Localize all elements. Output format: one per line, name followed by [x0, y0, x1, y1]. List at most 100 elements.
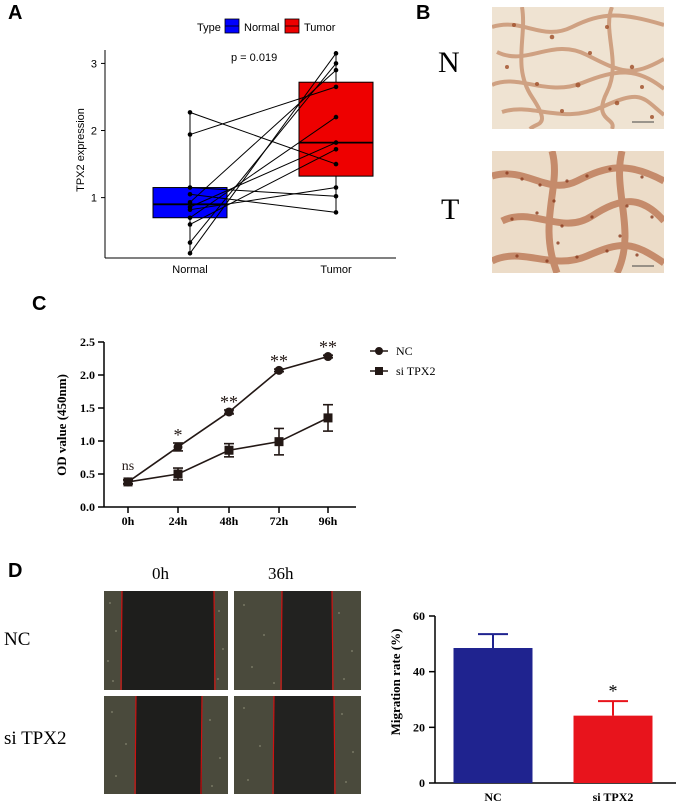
- bar-nc: [453, 648, 533, 783]
- legend-nc-marker: [375, 347, 383, 355]
- significance-label: *: [609, 681, 618, 701]
- wound-sitpx2-0h-image: [104, 696, 228, 794]
- significance-label: ns: [122, 459, 134, 474]
- point-sitpx2: [323, 413, 333, 423]
- pair-line: [189, 116, 337, 219]
- growth-line-chart: OD value (450nm) 0.0 0.5 1.0 1.5 2.0 2.5 0h 24h…: [54, 335, 435, 525]
- y-tick-label: 0: [419, 776, 425, 790]
- migration-bar-chart: Migration rate (%) 0 20 40 60 NC si TPX2 *: [388, 609, 676, 804]
- point-normal: [187, 110, 193, 115]
- panel-label-d: D: [8, 560, 23, 582]
- point-normal: [187, 215, 193, 221]
- significance-label: *: [174, 425, 183, 445]
- point-normal: [187, 207, 193, 212]
- box-tumor: [298, 81, 374, 177]
- y-tick-label: 20: [413, 720, 425, 734]
- point-sitpx2: [274, 437, 284, 447]
- p-value: p = 0.019: [231, 52, 277, 64]
- row-label-sitpx2: si TPX2: [4, 728, 67, 749]
- point-tumor: [333, 84, 339, 90]
- wound-nc-0h-image: [104, 591, 228, 690]
- legend-nc-label: NC: [396, 344, 413, 358]
- ihc-normal-image: [492, 7, 664, 129]
- y-axis-label: TPX2 expression: [75, 108, 87, 192]
- label-normal-tissue: N: [438, 46, 460, 79]
- point-normal: [187, 222, 193, 227]
- pair-line: [189, 187, 337, 197]
- point-nc: [274, 365, 284, 375]
- point-tumor: [333, 185, 339, 190]
- significance-label: **: [220, 392, 238, 412]
- y-tick-label: 1.0: [80, 434, 95, 448]
- pair-line: [189, 193, 337, 213]
- pair-line: [189, 142, 337, 208]
- column-label-0h: 0h: [152, 564, 169, 583]
- x-tick-label: 0h: [122, 514, 135, 525]
- wound-nc-36h-image: [234, 591, 361, 690]
- y-tick-label: 0.0: [80, 500, 95, 514]
- point-normal: [187, 240, 193, 245]
- x-tick-label: NC: [484, 790, 501, 804]
- point-tumor: [333, 51, 339, 56]
- y-tick-label: 2: [91, 126, 97, 138]
- x-tick-tumor: Tumor: [320, 264, 352, 276]
- pair-line: [189, 148, 337, 225]
- row-label-nc: NC: [4, 629, 31, 650]
- significance-label: **: [270, 351, 288, 371]
- point-tumor: [333, 61, 339, 66]
- y-tick-label: 0.5: [80, 467, 95, 481]
- panel-label-b: B: [416, 2, 431, 24]
- y-tick-label: 60: [413, 609, 425, 623]
- x-tick-normal: Normal: [172, 264, 207, 276]
- legend-sitpx2-marker: [375, 367, 383, 375]
- y-axis-label: OD value (450nm): [54, 374, 69, 476]
- y-tick-label: 3: [91, 58, 97, 70]
- legend-normal-label: Normal: [244, 22, 279, 34]
- label-tumor-tissue: T: [441, 193, 460, 226]
- pair-line: [189, 111, 337, 165]
- x-tick-label: 72h: [270, 514, 289, 525]
- point-sitpx2: [224, 445, 234, 455]
- x-tick-label: 48h: [220, 514, 239, 525]
- point-sitpx2: [123, 477, 133, 487]
- pair-line: [189, 86, 337, 136]
- point-tumor: [333, 114, 339, 120]
- point-tumor: [333, 140, 339, 145]
- pair-line: [189, 187, 337, 211]
- x-tick-label: 24h: [169, 514, 188, 525]
- y-tick-label: 40: [413, 665, 425, 679]
- legend-tumor-label: Tumor: [304, 22, 336, 34]
- significance-label: **: [319, 337, 337, 357]
- point-tumor: [333, 67, 339, 73]
- point-sitpx2: [173, 469, 183, 479]
- panel-label-c: C: [32, 293, 47, 315]
- point-nc: [173, 442, 183, 452]
- x-tick-label: 96h: [319, 514, 338, 525]
- point-normal: [187, 185, 193, 190]
- boxplot-chart: Type Normal Tumor p = 0.019 TPX2 express…: [75, 18, 396, 276]
- point-tumor: [333, 161, 339, 167]
- wound-sitpx2-36h-image: [234, 696, 361, 794]
- column-label-36h: 36h: [268, 564, 294, 583]
- series-line-nc: [127, 355, 329, 483]
- point-tumor: [333, 193, 339, 199]
- point-normal: [187, 132, 193, 137]
- y-tick-label: 2.5: [80, 335, 95, 349]
- point-nc: [224, 407, 234, 417]
- pair-line: [189, 69, 337, 203]
- x-tick-label: si TPX2: [593, 790, 634, 804]
- panel-label-a: A: [8, 2, 23, 24]
- y-tick-label: 2.0: [80, 368, 95, 382]
- point-tumor: [333, 147, 339, 152]
- point-nc: [323, 352, 333, 362]
- y-tick-label: 1.5: [80, 401, 95, 415]
- pair-line: [189, 53, 337, 254]
- legend-sitpx2-label: si TPX2: [396, 364, 435, 378]
- point-normal: [187, 200, 193, 205]
- y-tick-label: 1: [91, 193, 97, 205]
- ihc-tumor-image: [492, 151, 664, 273]
- point-tumor: [333, 210, 339, 215]
- point-normal: [187, 191, 193, 197]
- legend-title: Type: [197, 22, 221, 34]
- y-axis-label: Migration rate (%): [388, 629, 403, 736]
